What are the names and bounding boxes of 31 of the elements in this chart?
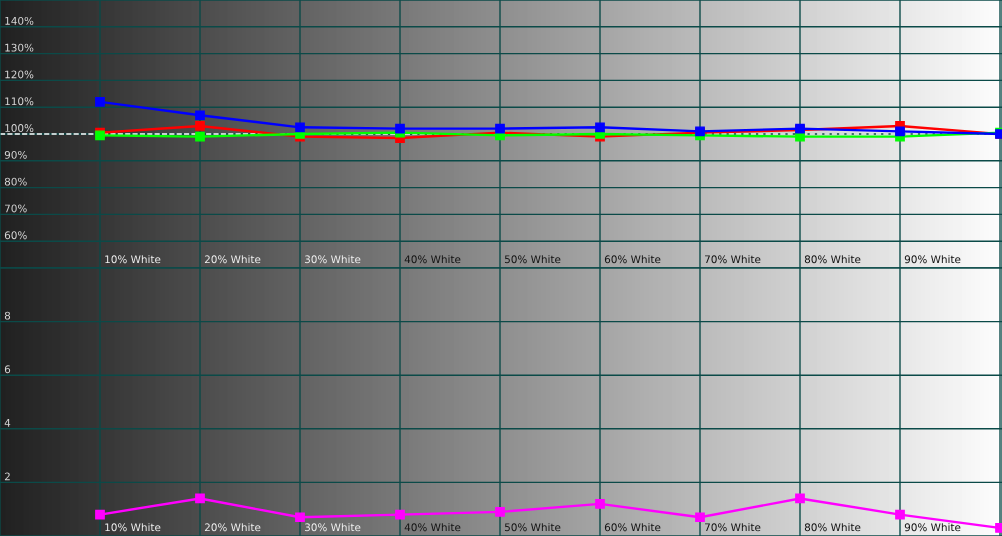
x-tick-label: 10% White	[105, 523, 161, 532]
y-tick-label: 8	[4, 311, 11, 320]
y-tick-label: 120%	[5, 70, 34, 79]
y-tick-label: 4	[4, 419, 11, 427]
y-tick-label: 70%	[5, 204, 27, 213]
y-tick-label: 80%	[4, 177, 27, 186]
y-tick-label: 6	[4, 365, 11, 374]
x-tick-label: 50% White	[504, 523, 561, 532]
y-tick-label: 130%	[5, 43, 34, 52]
x-tick-label: 60% White	[604, 523, 661, 532]
x-tick-label: 10% White	[105, 255, 161, 264]
x-tick-label: 40% White	[404, 255, 461, 264]
x-tick-label: 50% White	[504, 255, 561, 264]
x-tick-label: 30% White	[304, 523, 361, 532]
y-tick-label: 2	[4, 472, 10, 481]
x-tick-label: 70% White	[705, 255, 761, 264]
x-tick-label: 30% White	[304, 255, 361, 264]
x-tick-label: 60% White	[604, 255, 661, 264]
x-tick-label: 90% White	[904, 523, 961, 532]
x-tick-label: 80% White	[804, 523, 861, 532]
x-tick-label: 90% White	[904, 255, 961, 264]
x-tick-label: 20% White	[204, 523, 261, 532]
x-tick-label: 40% White	[404, 523, 461, 532]
y-tick-label: 100%	[5, 124, 34, 132]
y-tick-label: 60%	[4, 231, 27, 240]
x-tick-label: 70% White	[705, 523, 761, 532]
y-tick-label: 110%	[5, 97, 34, 106]
x-tick-label: 80% White	[804, 255, 861, 264]
y-tick-label: 140%	[5, 16, 34, 25]
x-tick-label: 20% White	[204, 255, 261, 264]
y-tick-label: 90%	[4, 150, 27, 159]
